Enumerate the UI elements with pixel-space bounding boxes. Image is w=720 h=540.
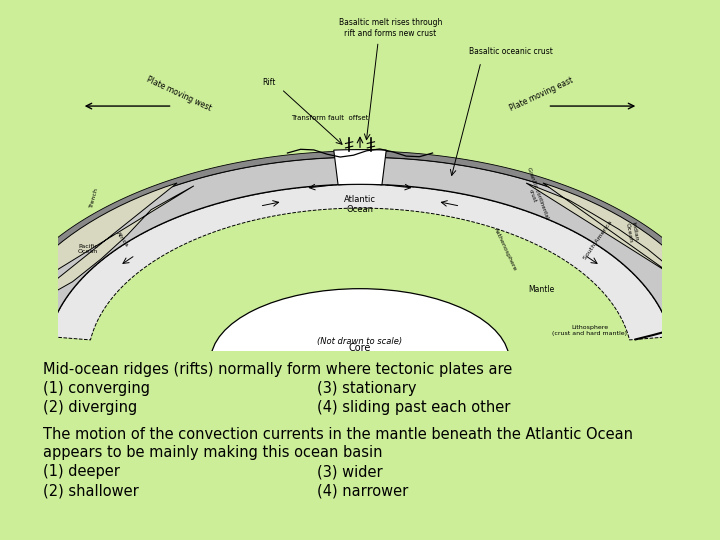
Polygon shape <box>334 150 386 185</box>
Text: Trench: Trench <box>89 187 99 208</box>
Text: Plate moving west: Plate moving west <box>145 75 212 113</box>
Text: Asthenosphere: Asthenosphere <box>493 226 518 272</box>
Text: (2) diverging: (2) diverging <box>43 400 138 415</box>
Text: Atlantic
Ocean: Atlantic Ocean <box>344 195 376 214</box>
Text: (3) stationary: (3) stationary <box>317 381 416 396</box>
Text: Africa: Africa <box>114 231 129 248</box>
Polygon shape <box>12 183 194 305</box>
Text: (Not drawn to scale): (Not drawn to scale) <box>318 337 402 346</box>
Polygon shape <box>526 183 708 298</box>
Text: South America: South America <box>582 219 613 260</box>
Ellipse shape <box>211 289 509 434</box>
Text: Transform fault  offset: Transform fault offset <box>291 115 369 121</box>
Text: (1) converging: (1) converging <box>43 381 150 396</box>
Text: (4) narrower: (4) narrower <box>317 483 408 498</box>
Text: (3) wider: (3) wider <box>317 464 382 480</box>
Text: Core: Core <box>348 342 372 353</box>
Polygon shape <box>1 157 719 336</box>
Text: (4) sliding past each other: (4) sliding past each other <box>317 400 510 415</box>
Text: (1) deeper: (1) deeper <box>43 464 120 480</box>
Text: (2) shallower: (2) shallower <box>43 483 139 498</box>
Text: Mantle: Mantle <box>528 285 554 294</box>
Polygon shape <box>48 184 672 340</box>
Text: The motion of the convection currents in the mantle beneath the Atlantic Ocean: The motion of the convection currents in… <box>43 427 633 442</box>
Text: Plate moving east: Plate moving east <box>508 76 575 113</box>
Text: appears to be mainly making this ocean basin: appears to be mainly making this ocean b… <box>43 446 383 461</box>
Text: Granitic continental
crust: Granitic continental crust <box>521 167 550 222</box>
Text: Mid-ocean ridges (rifts) normally form where tectonic plates are: Mid-ocean ridges (rifts) normally form w… <box>43 362 513 377</box>
Text: Basaltic oceanic crust: Basaltic oceanic crust <box>469 47 553 56</box>
Text: Rift: Rift <box>263 78 276 87</box>
Polygon shape <box>22 151 698 275</box>
Text: Pacific
Ocean: Pacific Ocean <box>78 244 98 254</box>
Text: Basaltic melt rises through
rift and forms new crust: Basaltic melt rises through rift and for… <box>338 18 442 37</box>
Text: Lithosphere
(crust and hard mantle): Lithosphere (crust and hard mantle) <box>552 325 627 336</box>
Text: Indian
Ocean: Indian Ocean <box>625 221 639 243</box>
